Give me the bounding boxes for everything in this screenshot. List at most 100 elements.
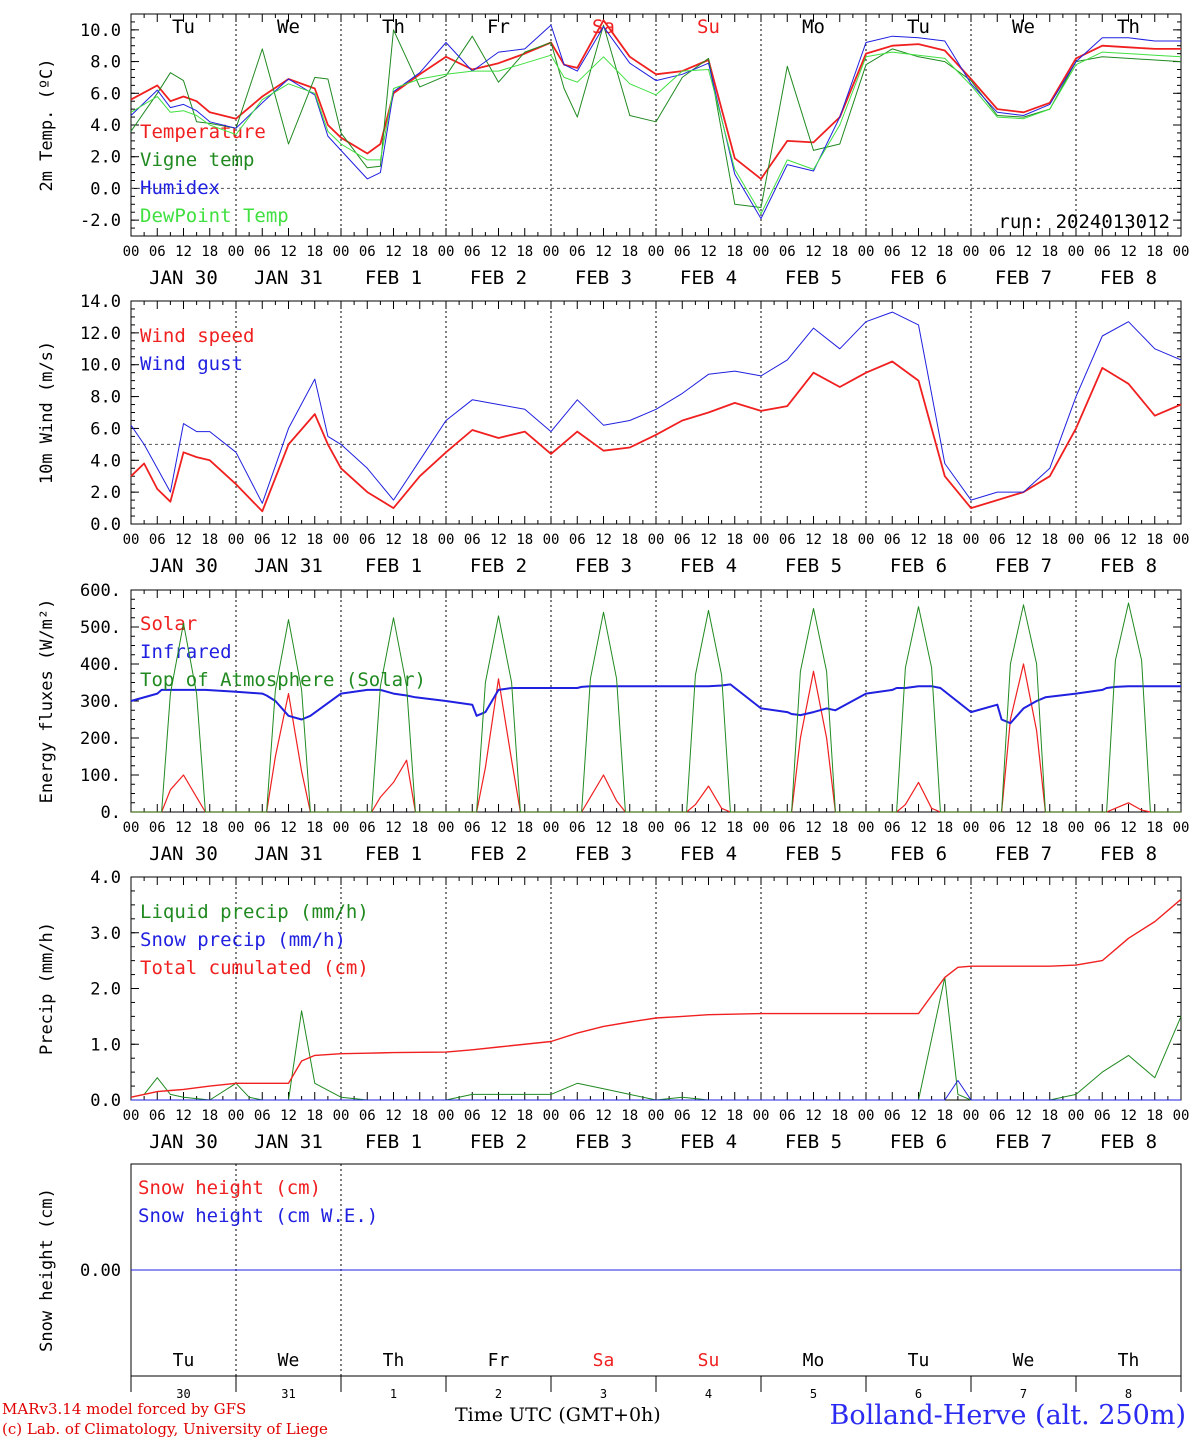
x-hour-label: 12 bbox=[1015, 1108, 1032, 1124]
meteogram: 2m Temp. (ºC)-2.00.02.04.06.08.010.000 06… bbox=[37, 13, 1189, 1400]
x-date-label: FEB 7 bbox=[995, 267, 1052, 289]
legend-entry: Snow height (cm) bbox=[138, 1177, 321, 1199]
x-hour-label: 00 bbox=[228, 532, 245, 548]
x-hour-label: 06 bbox=[569, 244, 586, 260]
y-tick-label: 14.0 bbox=[80, 292, 121, 312]
x-date-label: FEB 5 bbox=[785, 1131, 842, 1153]
x-date-label: FEB 5 bbox=[785, 843, 842, 865]
weekday-label: Th bbox=[382, 16, 405, 38]
x-date-label: FEB 4 bbox=[680, 843, 737, 865]
x-hour-label: 12 bbox=[175, 820, 192, 836]
x-date-label: FEB 8 bbox=[1100, 267, 1157, 289]
weekday-label: Su bbox=[698, 1350, 720, 1371]
x-hour-label: 06 bbox=[1094, 532, 1111, 548]
series-line bbox=[131, 1080, 1181, 1101]
x-hour-label: 18 bbox=[621, 820, 638, 836]
y-tick-label: 10.0 bbox=[80, 21, 121, 41]
legend-entry: Liquid precip (mm/h) bbox=[140, 901, 369, 923]
y-tick-label: 0.0 bbox=[90, 515, 121, 535]
x-hour-label: 18 bbox=[1146, 244, 1163, 260]
x-hour-label: 00 bbox=[228, 1108, 245, 1124]
x-hour-label: 06 bbox=[674, 244, 691, 260]
x-hour-label: 00 bbox=[333, 820, 350, 836]
x-hour-label: 06 bbox=[779, 532, 796, 548]
x-date-label: FEB 1 bbox=[365, 555, 422, 577]
x-hour-label: 12 bbox=[280, 532, 297, 548]
x-hour-label: 12 bbox=[280, 820, 297, 836]
x-hour-label: 06 bbox=[884, 532, 901, 548]
x-hour-label: 06 bbox=[884, 820, 901, 836]
legend-entry: Solar bbox=[140, 613, 197, 635]
weekday-label: Sa bbox=[593, 1350, 615, 1371]
x-date-label: FEB 8 bbox=[1100, 843, 1157, 865]
x-hour-label: 18 bbox=[411, 532, 428, 548]
weekday-label: Th bbox=[1117, 16, 1140, 38]
x-hour-label: 18 bbox=[726, 244, 743, 260]
x-hour-label: 12 bbox=[385, 820, 402, 836]
x-hour-label: 06 bbox=[254, 532, 271, 548]
x-hour-label: 12 bbox=[175, 1108, 192, 1124]
weekday-label: Mo bbox=[802, 16, 825, 38]
x-date-label: JAN 30 bbox=[149, 267, 218, 289]
x-hour-label: 18 bbox=[1041, 1108, 1058, 1124]
y-axis-label: Energy fluxes (W/m²) bbox=[37, 599, 57, 804]
x-hour-label: 06 bbox=[464, 532, 481, 548]
x-hour-label: 12 bbox=[175, 244, 192, 260]
x-hour-label: 12 bbox=[700, 820, 717, 836]
x-hour-label: 06 bbox=[359, 1108, 376, 1124]
x-hour-label: 12 bbox=[490, 244, 507, 260]
x-hour-label: 12 bbox=[910, 1108, 927, 1124]
x-hour-label: 18 bbox=[831, 244, 848, 260]
x-hour-label: 18 bbox=[201, 244, 218, 260]
series-line bbox=[130, 360, 1182, 513]
legend-entry: Wind gust bbox=[140, 353, 243, 375]
x-hour-label: 00 bbox=[333, 532, 350, 548]
day-number-label: 6 bbox=[915, 1387, 922, 1400]
y-tick-label: 400. bbox=[80, 655, 121, 675]
x-hour-label: 12 bbox=[700, 532, 717, 548]
x-date-label: FEB 4 bbox=[680, 267, 737, 289]
x-date-label: FEB 3 bbox=[575, 843, 632, 865]
day-number-label: 1 bbox=[390, 1387, 397, 1400]
x-hour-label: 06 bbox=[674, 1108, 691, 1124]
y-tick-label: 4.0 bbox=[90, 116, 121, 136]
x-date-label: FEB 7 bbox=[995, 555, 1052, 577]
run-label: run: 2024013012 bbox=[998, 211, 1170, 233]
x-date-label: FEB 4 bbox=[680, 1131, 737, 1153]
x-date-label: FEB 3 bbox=[575, 1131, 632, 1153]
x-hour-label: 18 bbox=[306, 244, 323, 260]
x-hour-label: 00 bbox=[1068, 1108, 1085, 1124]
y-tick-label: 2.0 bbox=[90, 980, 121, 1000]
x-hour-label: 00 bbox=[963, 244, 980, 260]
x-hour-label: 00 bbox=[858, 820, 875, 836]
x-hour-label: 12 bbox=[1120, 244, 1137, 260]
x-hour-label: 12 bbox=[805, 244, 822, 260]
x-hour-label: 06 bbox=[254, 1108, 271, 1124]
x-hour-label: 18 bbox=[1041, 244, 1058, 260]
x-date-label: JAN 31 bbox=[254, 1131, 323, 1153]
x-date-label: JAN 31 bbox=[254, 267, 323, 289]
x-hour-label: 00 bbox=[438, 820, 455, 836]
x-hour-label: 18 bbox=[936, 1108, 953, 1124]
x-hour-label: 00 bbox=[543, 1108, 560, 1124]
day-number-label: 8 bbox=[1125, 1387, 1132, 1400]
legend-entry: Temperature bbox=[140, 121, 266, 143]
x-hour-label: 06 bbox=[149, 820, 166, 836]
x-date-label: FEB 5 bbox=[785, 267, 842, 289]
x-hour-label: 06 bbox=[989, 532, 1006, 548]
x-date-label: FEB 4 bbox=[680, 555, 737, 577]
day-number-label: 3 bbox=[600, 1387, 607, 1400]
y-tick-label: 300. bbox=[80, 692, 121, 712]
weekday-label: Fr bbox=[487, 16, 510, 38]
x-date-label: FEB 3 bbox=[575, 267, 632, 289]
x-hour-label: 18 bbox=[831, 532, 848, 548]
x-hour-label: 18 bbox=[411, 1108, 428, 1124]
weekday-label: Th bbox=[383, 1350, 405, 1371]
x-hour-label: 18 bbox=[726, 532, 743, 548]
x-hour-label: 06 bbox=[1094, 820, 1111, 836]
x-date-label: FEB 3 bbox=[575, 555, 632, 577]
x-hour-label: 06 bbox=[779, 820, 796, 836]
x-hour-label: 06 bbox=[674, 820, 691, 836]
x-date-label: FEB 2 bbox=[470, 555, 527, 577]
y-tick-label: 0.0 bbox=[90, 1091, 121, 1111]
